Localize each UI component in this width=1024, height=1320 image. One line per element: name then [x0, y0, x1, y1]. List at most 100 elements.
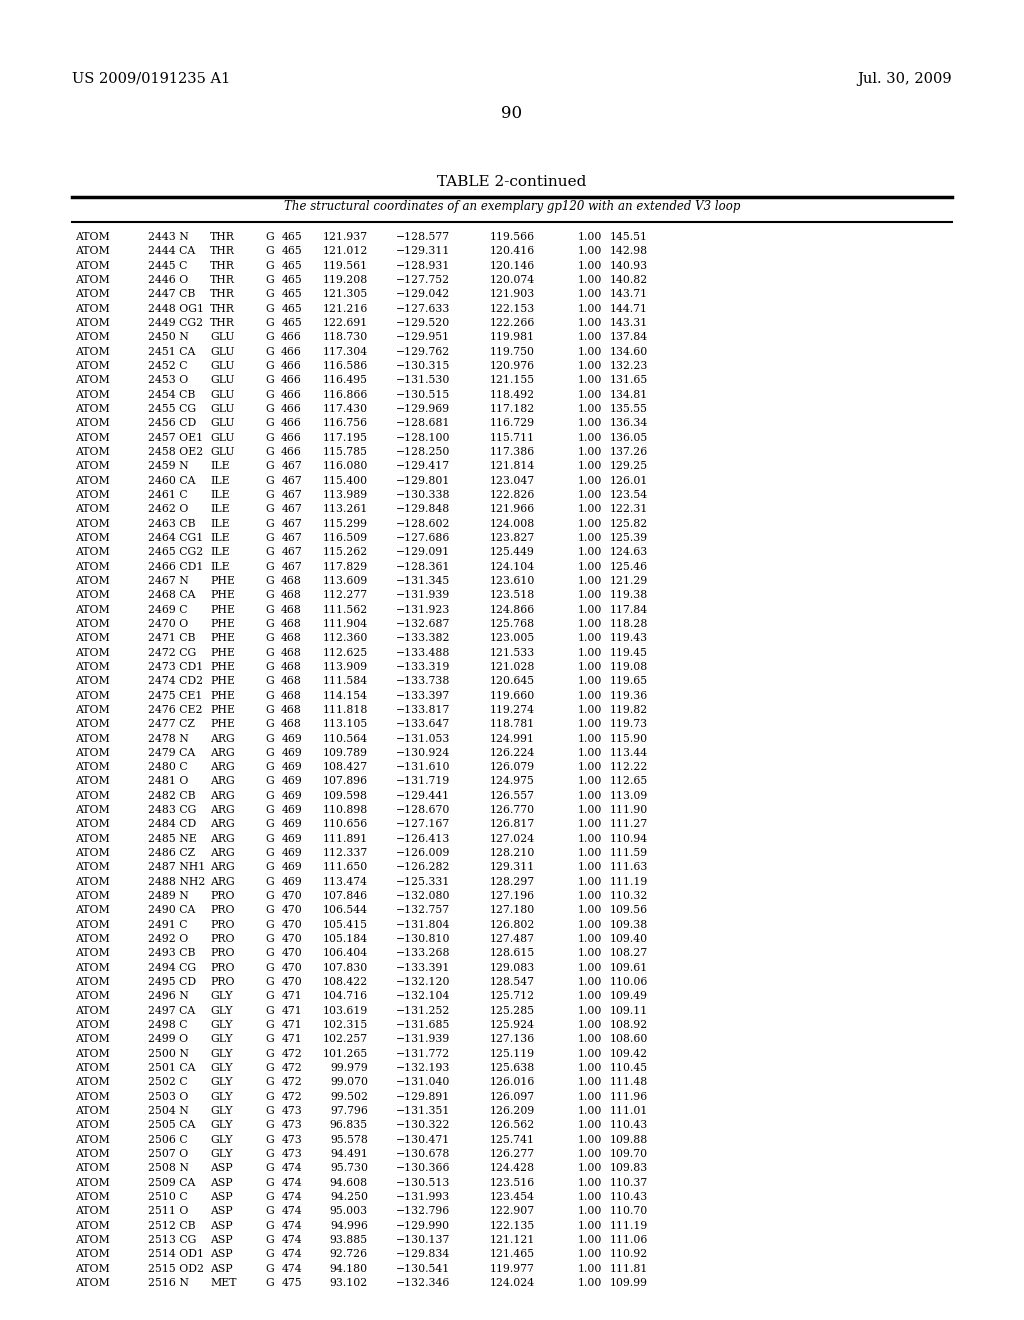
- Text: GLY: GLY: [210, 1063, 232, 1073]
- Text: GLY: GLY: [210, 1106, 232, 1115]
- Text: −129.834: −129.834: [395, 1249, 450, 1259]
- Text: 127.024: 127.024: [489, 834, 535, 843]
- Text: G: G: [265, 389, 273, 400]
- Text: 111.818: 111.818: [323, 705, 368, 715]
- Text: G: G: [265, 462, 273, 471]
- Text: 128.297: 128.297: [489, 876, 535, 887]
- Text: −130.137: −130.137: [395, 1236, 450, 1245]
- Text: 2487 NH1: 2487 NH1: [148, 862, 205, 873]
- Text: 112.22: 112.22: [609, 762, 648, 772]
- Text: G: G: [265, 519, 273, 528]
- Text: ATOM: ATOM: [75, 906, 110, 915]
- Text: 117.829: 117.829: [323, 561, 368, 572]
- Text: G: G: [265, 1148, 273, 1159]
- Text: G: G: [265, 375, 273, 385]
- Text: 2490 CA: 2490 CA: [148, 906, 196, 915]
- Text: PHE: PHE: [210, 661, 234, 672]
- Text: −126.413: −126.413: [395, 834, 450, 843]
- Text: 126.770: 126.770: [489, 805, 535, 816]
- Text: 1.00: 1.00: [578, 533, 602, 543]
- Text: 116.080: 116.080: [323, 462, 368, 471]
- Text: GLU: GLU: [210, 389, 234, 400]
- Text: 2460 CA: 2460 CA: [148, 475, 196, 486]
- Text: ATOM: ATOM: [75, 504, 110, 515]
- Text: 2455 CG: 2455 CG: [148, 404, 197, 414]
- Text: GLU: GLU: [210, 347, 234, 356]
- Text: 109.11: 109.11: [609, 1006, 648, 1015]
- Text: 470: 470: [282, 935, 302, 944]
- Text: 107.846: 107.846: [323, 891, 368, 902]
- Text: −126.009: −126.009: [395, 849, 450, 858]
- Text: G: G: [265, 762, 273, 772]
- Text: 2469 C: 2469 C: [148, 605, 187, 615]
- Text: 97.796: 97.796: [330, 1106, 368, 1115]
- Text: 2504 N: 2504 N: [148, 1106, 188, 1115]
- Text: 125.46: 125.46: [610, 561, 648, 572]
- Text: 115.785: 115.785: [323, 447, 368, 457]
- Text: 470: 470: [282, 977, 302, 987]
- Text: 122.135: 122.135: [489, 1221, 535, 1230]
- Text: −128.577: −128.577: [396, 232, 450, 242]
- Text: 470: 470: [282, 891, 302, 902]
- Text: 119.73: 119.73: [610, 719, 648, 729]
- Text: 467: 467: [282, 490, 302, 500]
- Text: 1.00: 1.00: [578, 404, 602, 414]
- Text: ATOM: ATOM: [75, 389, 110, 400]
- Text: 2502 C: 2502 C: [148, 1077, 187, 1088]
- Text: 109.88: 109.88: [609, 1135, 648, 1144]
- Text: GLY: GLY: [210, 1121, 232, 1130]
- Text: ILE: ILE: [210, 548, 229, 557]
- Text: ATOM: ATOM: [75, 1106, 110, 1115]
- Text: 109.598: 109.598: [323, 791, 368, 801]
- Text: 99.070: 99.070: [330, 1077, 368, 1088]
- Text: −129.801: −129.801: [395, 475, 450, 486]
- Text: ILE: ILE: [210, 533, 229, 543]
- Text: −129.417: −129.417: [396, 462, 450, 471]
- Text: ASP: ASP: [210, 1192, 232, 1203]
- Text: −130.541: −130.541: [395, 1263, 450, 1274]
- Text: 466: 466: [282, 333, 302, 342]
- Text: 467: 467: [282, 519, 302, 528]
- Text: 470: 470: [282, 920, 302, 929]
- Text: 118.781: 118.781: [489, 719, 535, 729]
- Text: ATOM: ATOM: [75, 462, 110, 471]
- Text: 2491 C: 2491 C: [148, 920, 187, 929]
- Text: 121.937: 121.937: [323, 232, 368, 242]
- Text: 145.51: 145.51: [610, 232, 648, 242]
- Text: 123.827: 123.827: [489, 533, 535, 543]
- Text: 113.609: 113.609: [323, 576, 368, 586]
- Text: 117.430: 117.430: [323, 404, 368, 414]
- Text: 2477 CZ: 2477 CZ: [148, 719, 195, 729]
- Text: 1.00: 1.00: [578, 362, 602, 371]
- Text: 126.079: 126.079: [489, 762, 535, 772]
- Text: G: G: [265, 1263, 273, 1274]
- Text: 472: 472: [282, 1048, 302, 1059]
- Text: 110.45: 110.45: [610, 1063, 648, 1073]
- Text: G: G: [265, 1106, 273, 1115]
- Text: 119.36: 119.36: [609, 690, 648, 701]
- Text: G: G: [265, 576, 273, 586]
- Text: G: G: [265, 734, 273, 743]
- Text: 1.00: 1.00: [578, 418, 602, 429]
- Text: 469: 469: [282, 834, 302, 843]
- Text: 111.562: 111.562: [323, 605, 368, 615]
- Text: −128.681: −128.681: [395, 418, 450, 429]
- Text: G: G: [265, 876, 273, 887]
- Text: 129.083: 129.083: [489, 962, 535, 973]
- Text: 119.566: 119.566: [489, 232, 535, 242]
- Text: 2461 C: 2461 C: [148, 490, 187, 500]
- Text: 2475 CE1: 2475 CE1: [148, 690, 203, 701]
- Text: 2507 O: 2507 O: [148, 1148, 188, 1159]
- Text: 119.274: 119.274: [490, 705, 535, 715]
- Text: 119.750: 119.750: [490, 347, 535, 356]
- Text: ATOM: ATOM: [75, 548, 110, 557]
- Text: PRO: PRO: [210, 935, 234, 944]
- Text: 135.55: 135.55: [610, 404, 648, 414]
- Text: G: G: [265, 849, 273, 858]
- Text: −131.939: −131.939: [395, 590, 450, 601]
- Text: 2513 CG: 2513 CG: [148, 1236, 197, 1245]
- Text: 124.63: 124.63: [609, 548, 648, 557]
- Text: 105.415: 105.415: [323, 920, 368, 929]
- Text: GLY: GLY: [210, 1092, 232, 1102]
- Text: PHE: PHE: [210, 705, 234, 715]
